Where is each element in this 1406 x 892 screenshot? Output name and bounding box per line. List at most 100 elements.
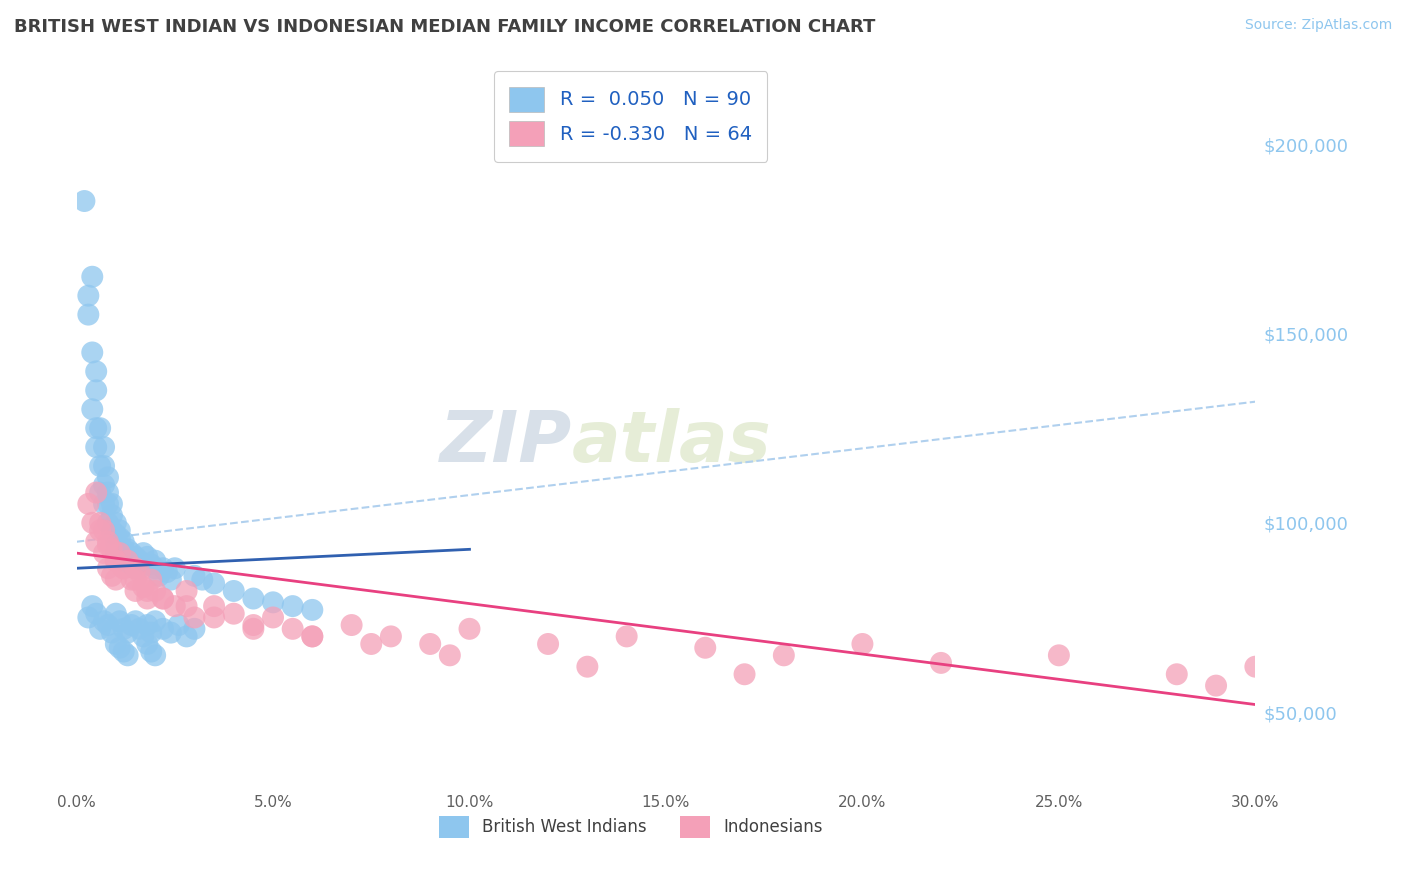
Point	[112, 644, 135, 658]
Point	[439, 648, 461, 663]
Point	[163, 561, 186, 575]
Point	[89, 458, 111, 473]
Point	[202, 599, 225, 614]
Point	[104, 534, 127, 549]
Point	[84, 421, 107, 435]
Point	[143, 561, 166, 575]
Point	[97, 561, 120, 575]
Point	[82, 599, 104, 614]
Point	[143, 554, 166, 568]
Point	[93, 546, 115, 560]
Point	[112, 622, 135, 636]
Legend: British West Indians, Indonesians: British West Indians, Indonesians	[432, 810, 830, 844]
Point	[124, 573, 146, 587]
Point	[281, 622, 304, 636]
Point	[101, 569, 124, 583]
Point	[176, 584, 198, 599]
Point	[121, 558, 143, 572]
Point	[202, 576, 225, 591]
Point	[380, 629, 402, 643]
Point	[104, 546, 127, 560]
Point	[136, 584, 159, 599]
Point	[104, 573, 127, 587]
Point	[242, 591, 264, 606]
Point	[117, 625, 139, 640]
Point	[124, 584, 146, 599]
Point	[101, 542, 124, 557]
Point	[108, 524, 131, 538]
Point	[121, 546, 143, 560]
Point	[152, 561, 174, 575]
Text: Source: ZipAtlas.com: Source: ZipAtlas.com	[1244, 18, 1392, 32]
Point	[929, 656, 952, 670]
Point	[89, 622, 111, 636]
Text: BRITISH WEST INDIAN VS INDONESIAN MEDIAN FAMILY INCOME CORRELATION CHART: BRITISH WEST INDIAN VS INDONESIAN MEDIAN…	[14, 18, 876, 36]
Point	[183, 610, 205, 624]
Point	[576, 659, 599, 673]
Point	[262, 610, 284, 624]
Point	[132, 580, 155, 594]
Point	[97, 539, 120, 553]
Point	[152, 591, 174, 606]
Point	[108, 531, 131, 545]
Point	[108, 542, 131, 557]
Point	[160, 625, 183, 640]
Point	[301, 629, 323, 643]
Point	[136, 549, 159, 564]
Point	[340, 618, 363, 632]
Point	[141, 573, 163, 587]
Point	[112, 534, 135, 549]
Point	[104, 516, 127, 530]
Point	[143, 614, 166, 628]
Point	[101, 508, 124, 523]
Point	[1166, 667, 1188, 681]
Point	[101, 497, 124, 511]
Point	[419, 637, 441, 651]
Point	[84, 607, 107, 621]
Point	[176, 599, 198, 614]
Point	[112, 542, 135, 557]
Point	[117, 549, 139, 564]
Point	[143, 584, 166, 599]
Point	[202, 610, 225, 624]
Point	[89, 485, 111, 500]
Point	[183, 569, 205, 583]
Point	[152, 591, 174, 606]
Point	[141, 625, 163, 640]
Point	[77, 610, 100, 624]
Point	[262, 595, 284, 609]
Point	[191, 573, 214, 587]
Point	[148, 569, 170, 583]
Point	[104, 607, 127, 621]
Point	[124, 561, 146, 575]
Point	[77, 288, 100, 302]
Point	[152, 622, 174, 636]
Point	[93, 497, 115, 511]
Point	[73, 194, 96, 208]
Point	[136, 637, 159, 651]
Point	[121, 618, 143, 632]
Point	[97, 497, 120, 511]
Point	[301, 603, 323, 617]
Point	[136, 618, 159, 632]
Point	[104, 554, 127, 568]
Point	[1047, 648, 1070, 663]
Point	[97, 470, 120, 484]
Point	[84, 534, 107, 549]
Point	[143, 648, 166, 663]
Point	[101, 524, 124, 538]
Point	[84, 440, 107, 454]
Point	[136, 591, 159, 606]
Point	[124, 614, 146, 628]
Point	[222, 607, 245, 621]
Point	[132, 546, 155, 560]
Point	[77, 497, 100, 511]
Point	[124, 561, 146, 575]
Point	[77, 308, 100, 322]
Point	[132, 629, 155, 643]
Point	[82, 345, 104, 359]
Point	[84, 364, 107, 378]
Point	[242, 622, 264, 636]
Point	[108, 546, 131, 560]
Point	[128, 565, 150, 579]
